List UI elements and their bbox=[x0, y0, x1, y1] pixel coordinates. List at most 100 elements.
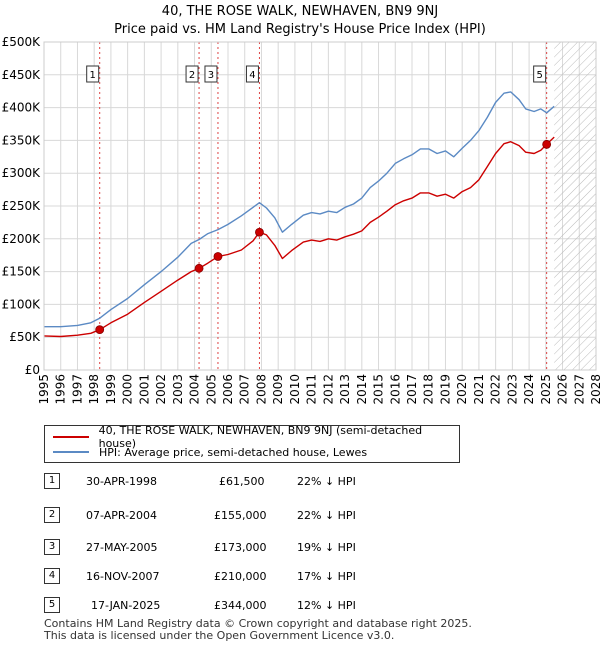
x-tick-label: 2027 bbox=[572, 374, 586, 405]
x-tick-label: 1995 bbox=[37, 374, 51, 405]
sale-point bbox=[213, 252, 223, 261]
price-paid-line bbox=[43, 136, 555, 338]
sale-price: £155,000 bbox=[214, 509, 267, 522]
sale-row: 5 17-JAN-2025 £344,000 12% ↓ HPI bbox=[44, 597, 404, 615]
sale-hpi: 22% ↓ HPI bbox=[297, 475, 356, 488]
x-tick-label: 1997 bbox=[70, 374, 84, 405]
x-tick-label: 1998 bbox=[87, 374, 101, 405]
legend-item-hpi: HPI: Average price, semi-detached house,… bbox=[53, 445, 367, 459]
y-tick-label: £250K bbox=[2, 199, 42, 213]
sale-price: £173,000 bbox=[214, 541, 267, 554]
sale-price: £61,500 bbox=[219, 475, 265, 488]
x-tick-label: 2003 bbox=[171, 374, 185, 405]
hpi-line bbox=[44, 91, 555, 328]
x-tick-label: 1996 bbox=[54, 374, 68, 405]
x-tick-label: 2013 bbox=[338, 374, 352, 405]
sale-marker-box bbox=[204, 65, 218, 83]
legend-swatch-red bbox=[53, 436, 89, 438]
y-tick-label: £150K bbox=[2, 265, 42, 279]
sale-price: £210,000 bbox=[214, 570, 267, 583]
sale-badge: 2 bbox=[44, 507, 60, 523]
x-tick-label: 2001 bbox=[137, 374, 151, 405]
x-tick-label: 2015 bbox=[372, 374, 386, 405]
y-tick-label: £50K bbox=[9, 330, 41, 344]
sale-row: 3 27-MAY-2005 £173,000 19% ↓ HPI bbox=[44, 539, 404, 557]
footer: Contains HM Land Registry data © Crown c… bbox=[44, 618, 472, 642]
sale-date: 27-MAY-2005 bbox=[86, 541, 158, 554]
x-tick-label: 2000 bbox=[121, 374, 135, 405]
x-tick-label: 2025 bbox=[539, 374, 553, 405]
x-tick-label: 2002 bbox=[154, 374, 168, 405]
sale-point bbox=[255, 227, 264, 237]
sale-marker-box bbox=[533, 65, 547, 83]
y-tick-label: £500K bbox=[2, 35, 42, 49]
y-tick-label: £200K bbox=[2, 232, 42, 246]
x-tick-label: 2004 bbox=[188, 374, 202, 405]
footer-copyright: Contains HM Land Registry data © Crown c… bbox=[44, 617, 472, 630]
legend-swatch-blue bbox=[53, 451, 89, 453]
x-tick-label: 2011 bbox=[305, 374, 319, 405]
x-tick-label: 2020 bbox=[455, 374, 469, 405]
legend-label-hpi: HPI: Average price, semi-detached house,… bbox=[99, 445, 368, 459]
y-tick-label: £450K bbox=[2, 68, 42, 82]
sale-marker-box bbox=[185, 65, 199, 83]
sale-badge: 3 bbox=[44, 539, 60, 555]
y-tick-label: £100K bbox=[2, 297, 42, 311]
footer-licence: This data is licensed under the Open Gov… bbox=[44, 629, 395, 642]
x-tick-label: 2005 bbox=[204, 374, 218, 405]
sale-point bbox=[542, 139, 552, 149]
x-tick-label: 2012 bbox=[321, 374, 335, 405]
x-tick-label: 2017 bbox=[405, 374, 419, 405]
future-hatch bbox=[554, 42, 596, 370]
sale-point bbox=[194, 263, 204, 273]
x-tick-label: 2024 bbox=[522, 374, 536, 405]
sale-hpi: 22% ↓ HPI bbox=[297, 509, 356, 522]
x-tick-label: 2006 bbox=[221, 374, 235, 405]
sale-date: 30-APR-1998 bbox=[86, 475, 158, 488]
sale-row: 4 16-NOV-2007 £210,000 17% ↓ HPI bbox=[44, 568, 404, 586]
x-tick-label: 2023 bbox=[505, 374, 519, 405]
sale-point bbox=[95, 325, 105, 335]
x-tick-label: 1999 bbox=[104, 374, 118, 405]
y-tick-label: £0 bbox=[25, 363, 40, 377]
x-tick-label: 2021 bbox=[472, 374, 486, 405]
x-tick-label: 2014 bbox=[355, 374, 369, 405]
sale-marker-number: 5 bbox=[536, 70, 542, 81]
sale-marker-number: 3 bbox=[208, 70, 214, 81]
sale-marker-box bbox=[86, 65, 100, 83]
legend-item-price: 40, THE ROSE WALK, NEWHAVEN, BN9 9NJ (se… bbox=[53, 424, 459, 450]
sale-marker-box bbox=[245, 65, 259, 83]
legend-label-price: 40, THE ROSE WALK, NEWHAVEN, BN9 9NJ (se… bbox=[98, 424, 423, 450]
legend: 40, THE ROSE WALK, NEWHAVEN, BN9 9NJ (se… bbox=[44, 424, 460, 463]
sale-date: 16-NOV-2007 bbox=[86, 570, 160, 583]
y-tick-label: £400K bbox=[2, 101, 42, 115]
sale-row: 2 07-APR-2004 £155,000 22% ↓ HPI bbox=[44, 507, 404, 525]
x-tick-label: 2016 bbox=[388, 374, 402, 405]
sale-price: £344,000 bbox=[214, 599, 267, 612]
sale-date: 17-JAN-2025 bbox=[91, 599, 161, 612]
x-tick-label: 2007 bbox=[238, 374, 252, 405]
x-tick-label: 2026 bbox=[556, 374, 570, 405]
sale-hpi: 17% ↓ HPI bbox=[297, 570, 356, 583]
y-tick-label: £350K bbox=[2, 133, 42, 147]
x-tick-label: 2019 bbox=[438, 374, 452, 405]
sale-marker-number: 4 bbox=[249, 70, 255, 81]
x-tick-label: 2010 bbox=[288, 374, 302, 405]
sale-badge: 1 bbox=[44, 473, 60, 489]
sale-hpi: 12% ↓ HPI bbox=[297, 599, 356, 612]
sale-hpi: 19% ↓ HPI bbox=[297, 541, 356, 554]
x-tick-label: 2009 bbox=[271, 374, 285, 405]
x-tick-label: 2008 bbox=[254, 374, 268, 405]
sale-badge: 5 bbox=[44, 597, 60, 613]
chart-title: 40, THE ROSE WALK, NEWHAVEN, BN9 9NJ bbox=[161, 4, 439, 19]
x-tick-label: 2022 bbox=[489, 374, 503, 405]
sale-row: 1 30-APR-1998 £61,500 22% ↓ HPI bbox=[44, 473, 404, 491]
sale-date: 07-APR-2004 bbox=[86, 509, 158, 522]
plot-border bbox=[43, 41, 597, 371]
price-chart: 1 2 3 4 5 £0 £50K £100K £150K £200K £250K £300K £35… bbox=[2, 35, 600, 405]
y-tick-label: £300K bbox=[2, 166, 42, 180]
sale-marker-number: 1 bbox=[90, 70, 96, 81]
x-tick-label: 2018 bbox=[422, 374, 436, 405]
sale-marker-number: 2 bbox=[189, 70, 195, 81]
sale-badge: 4 bbox=[44, 568, 60, 584]
